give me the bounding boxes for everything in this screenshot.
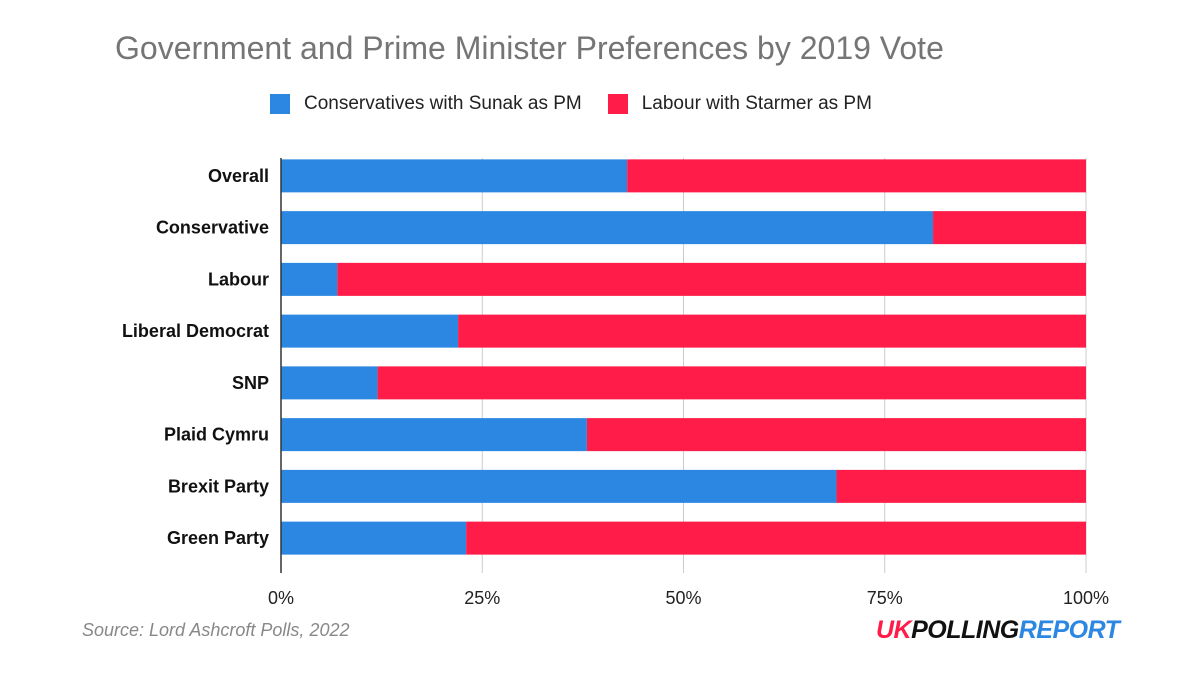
bar-conservatives-4 [281,366,378,400]
bar-conservatives-5 [281,418,587,452]
legend: Conservatives with Sunak as PM Labour wi… [270,93,898,115]
category-label-6: Brexit Party [168,476,269,496]
x-tick-label-2: 50% [665,588,701,608]
legend-label-conservatives: Conservatives with Sunak as PM [304,93,582,114]
source-note: Source: Lord Ashcroft Polls, 2022 [82,620,350,640]
category-label-5: Plaid Cymru [164,425,269,445]
x-tick-label-3: 75% [867,588,903,608]
logo-part-report: REPORT [1018,616,1120,644]
bar-labour-4 [377,366,1087,400]
bar-conservatives-6 [281,469,837,503]
category-label-3: Liberal Democrat [122,321,269,341]
chart-title: Government and Prime Minister Preference… [115,30,944,66]
legend-item-conservatives: Conservatives with Sunak as PM [270,93,582,115]
category-label-2: Labour [208,269,269,289]
category-label-7: Green Party [167,528,269,548]
bar-conservatives-3 [281,314,459,348]
x-tick-label-1: 25% [464,588,500,608]
legend-swatch-conservatives [270,94,290,114]
category-label-0: Overall [208,166,269,186]
bar-labour-3 [458,314,1087,348]
bar-labour-2 [337,262,1087,296]
x-tick-label-0: 0% [268,588,294,608]
x-tick-label-4: 100% [1063,588,1109,608]
bar-conservatives-7 [281,521,467,555]
ukpollingreport-logo: UKPOLLINGREPORT [876,616,1120,645]
legend-label-labour: Labour with Starmer as PM [641,93,872,114]
logo-part-uk: UK [876,616,912,644]
bar-labour-7 [466,521,1086,555]
category-label-4: SNP [232,373,269,393]
bar-labour-0 [627,159,1086,193]
bar-labour-6 [836,469,1086,503]
category-label-1: Conservative [156,218,269,238]
legend-item-labour: Labour with Starmer as PM [607,93,872,115]
bar-labour-5 [586,418,1086,452]
bar-conservatives-2 [281,262,338,296]
bar-labour-1 [933,211,1086,245]
bar-conservatives-0 [281,159,628,193]
logo-part-polling: POLLING [911,616,1019,644]
legend-swatch-labour [607,94,628,114]
bar-conservatives-1 [281,211,934,245]
